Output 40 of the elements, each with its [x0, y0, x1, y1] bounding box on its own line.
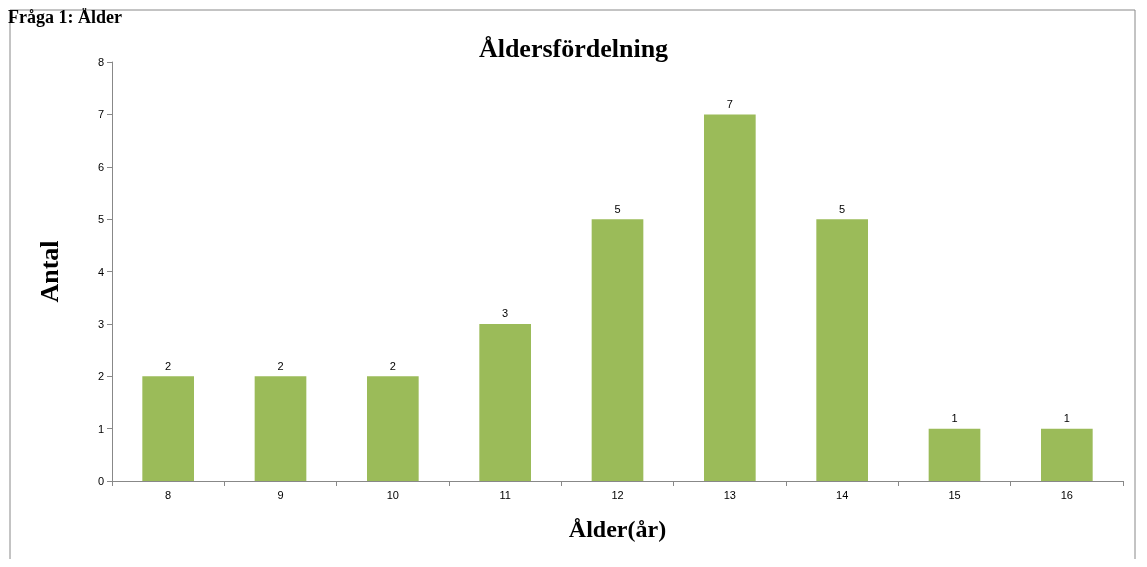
- data-label: 1: [1063, 412, 1070, 425]
- bar: [479, 323, 531, 481]
- x-tick-label: 14: [836, 488, 849, 501]
- x-tick-label: 9: [277, 488, 284, 501]
- x-axis-title: Ålder(år): [568, 516, 667, 542]
- bar: [142, 376, 194, 481]
- data-label: 2: [165, 359, 172, 372]
- data-label: 2: [277, 359, 284, 372]
- data-label: 5: [839, 202, 846, 215]
- y-tick-label: 7: [97, 108, 104, 121]
- y-tick-label: 5: [97, 213, 104, 226]
- y-tick-label: 8: [97, 56, 104, 68]
- x-tick-label: 12: [611, 488, 624, 501]
- x-tick-label: 13: [723, 488, 736, 501]
- data-label: 2: [389, 359, 396, 372]
- bar: [1041, 428, 1093, 481]
- data-label: 7: [726, 97, 733, 110]
- y-tick-label: 4: [97, 265, 104, 278]
- bar: [367, 376, 419, 481]
- data-label: 5: [614, 202, 621, 215]
- bar: [928, 428, 981, 481]
- y-tick-label: 3: [97, 317, 104, 330]
- x-tick-label: 15: [948, 488, 961, 501]
- x-tick-label: 16: [1060, 488, 1073, 501]
- y-tick-label: 6: [97, 160, 104, 173]
- y-tick-label: 0: [97, 475, 104, 487]
- y-axis-title: Antal: [34, 240, 64, 303]
- bar: [704, 114, 756, 481]
- x-tick-label: 10: [386, 488, 399, 501]
- bar: [816, 219, 868, 481]
- text: Fråga 1: Ålder: [8, 7, 122, 27]
- bar: [254, 376, 307, 481]
- y-tick-label: 1: [97, 422, 104, 435]
- x-tick-label: 8: [165, 488, 172, 501]
- data-label: 1: [951, 412, 958, 425]
- x-tick-label: 11: [499, 488, 511, 501]
- y-tick-label: 2: [97, 370, 104, 383]
- chart-title: Åldersfördelning: [478, 33, 669, 63]
- bar: [591, 219, 644, 481]
- data-label: 3: [502, 307, 509, 320]
